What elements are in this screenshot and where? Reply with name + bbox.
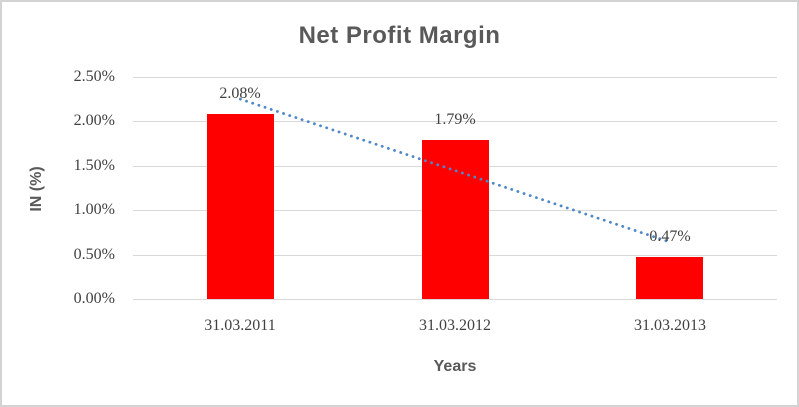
y-tick-label: 2.00% <box>73 112 115 129</box>
x-axis-line <box>133 299 777 300</box>
gridline <box>133 121 777 122</box>
y-tick-label: 2.50% <box>73 68 115 85</box>
bar <box>422 140 489 299</box>
y-tick-label: 0.50% <box>73 246 115 263</box>
x-tick-label: 31.03.2013 <box>634 317 706 334</box>
y-tick-label: 1.00% <box>73 201 115 218</box>
bar <box>207 114 274 299</box>
y-tick-label: 0.00% <box>73 290 115 307</box>
x-tick-label: 31.03.2012 <box>419 317 491 334</box>
x-tick-label: 31.03.2011 <box>204 317 276 334</box>
data-label: 0.47% <box>649 228 691 245</box>
y-tick-label: 1.50% <box>73 157 115 174</box>
bar <box>636 257 703 299</box>
data-label: 2.08% <box>219 85 261 102</box>
data-label: 1.79% <box>434 111 476 128</box>
chart-title: Net Profit Margin <box>298 22 501 49</box>
gridline <box>133 77 777 78</box>
x-axis-title: Years <box>433 358 477 375</box>
